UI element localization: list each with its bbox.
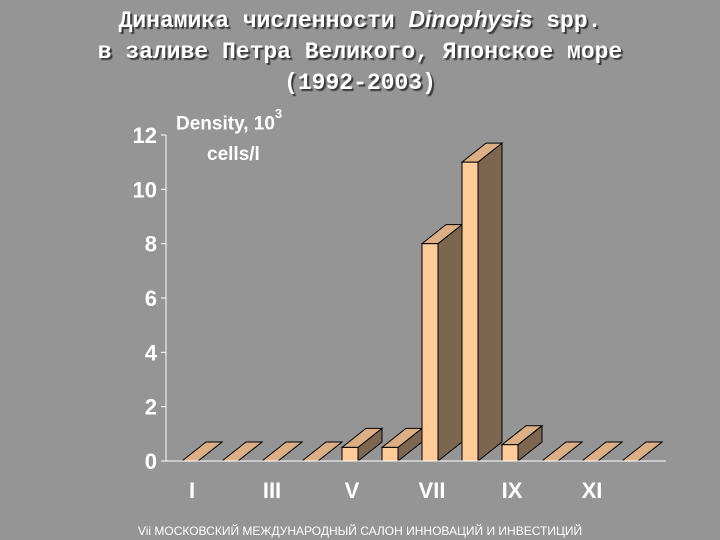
x-tick-label: III bbox=[263, 478, 281, 503]
y-tick-label: 8 bbox=[145, 232, 157, 257]
y-axis-label-line-1: Density, 103 bbox=[176, 106, 282, 135]
y-axis-label-exponent: 3 bbox=[274, 106, 283, 121]
bar bbox=[341, 446, 359, 462]
bar bbox=[381, 446, 399, 462]
x-tick-label: I bbox=[189, 478, 195, 503]
title-line-2: в заливе Петра Великого, Японское море bbox=[97, 39, 623, 65]
x-tick-label: XI bbox=[582, 478, 603, 503]
footer-text: Vii МОСКОВСКИЙ МЕЖДУНАРОДНЫЙ САЛОН ИННОВ… bbox=[137, 524, 583, 538]
title-line-1: Динамика численности Dinophysis spp. bbox=[0, 4, 720, 37]
y-tick-label: 10 bbox=[133, 177, 157, 202]
y-axis-label-text: Density, 10 bbox=[176, 113, 275, 135]
bar-top bbox=[180, 441, 224, 462]
y-tick-label: 2 bbox=[145, 395, 157, 420]
bar-top bbox=[260, 441, 304, 462]
y-axis-label-line-2: cells/l bbox=[207, 144, 260, 165]
bar-top bbox=[580, 441, 624, 462]
title-line-3: (1992-2003) bbox=[284, 70, 436, 96]
title-species: Dinophysis bbox=[408, 6, 533, 32]
y-tick-label: 12 bbox=[133, 123, 157, 148]
y-tick-label: 0 bbox=[145, 449, 157, 474]
chart-title: Динамика численности Dinophysis spp. в з… bbox=[0, 4, 720, 99]
bar-side bbox=[437, 223, 463, 463]
bar-top bbox=[620, 441, 664, 462]
bar bbox=[501, 444, 519, 462]
bar-side bbox=[477, 142, 503, 463]
bar bbox=[421, 243, 439, 462]
x-tick-label: IX bbox=[502, 478, 523, 503]
x-tick-label: V bbox=[345, 478, 360, 503]
title-prefix: Динамика численности bbox=[118, 8, 409, 34]
bar-top bbox=[540, 441, 584, 462]
y-tick-label: 4 bbox=[145, 340, 158, 365]
bar bbox=[461, 161, 479, 462]
x-tick-label: VII bbox=[419, 478, 446, 503]
y-tick-label: 6 bbox=[145, 286, 157, 311]
title-suffix: spp. bbox=[532, 8, 602, 34]
bar-top bbox=[220, 441, 264, 462]
bar-top bbox=[300, 441, 344, 462]
